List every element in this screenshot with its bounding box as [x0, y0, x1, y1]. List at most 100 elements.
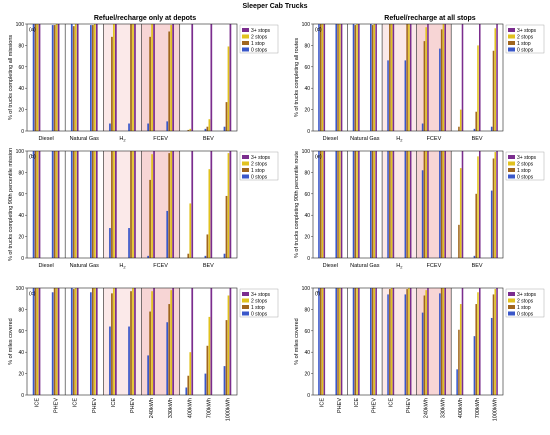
category-label: 700kWh: [475, 398, 481, 418]
category-label: 240kWh: [149, 398, 155, 418]
bar-1stop-3: [371, 151, 374, 258]
bar-0stops-3: [369, 288, 372, 395]
bar-2stops-6: [425, 290, 427, 395]
bar-1stop-7: [440, 29, 443, 132]
y-tick-label: 80: [304, 43, 310, 49]
legend-label: 2 stops: [517, 35, 534, 41]
y-tick-label: 60: [18, 192, 24, 198]
bar-0stops-4: [387, 60, 389, 131]
legend-swatch: [242, 34, 249, 39]
group-label: Diesel: [323, 263, 338, 269]
category-label: 1000kWh: [225, 398, 231, 421]
legend-swatch: [508, 34, 515, 39]
bar-0stops-3: [369, 151, 372, 258]
panel-frame: [312, 23, 504, 132]
y-tick-label: 100: [302, 149, 311, 155]
category-label: PHEV: [54, 398, 60, 413]
bar-1stop-3: [91, 25, 94, 131]
bar-1stop-10: [492, 50, 495, 131]
legend-label: 2 stops: [251, 35, 268, 41]
bar-1stop-0: [34, 24, 37, 131]
y-tick-label: 80: [18, 307, 24, 313]
bar-3stops-1: [57, 288, 60, 395]
bar-1stop-3: [371, 25, 374, 131]
bar-2stops-8: [459, 304, 462, 395]
y-tick-label: 20: [304, 108, 310, 114]
bar-2stops-0: [36, 151, 39, 258]
bar-3stops-3: [95, 24, 98, 131]
panel-a: 0 20 40 60 80 100 (a) % of trucks completing al…: [8, 22, 279, 143]
y-tick-label: 80: [18, 43, 24, 49]
y-axis-label: % of miles covered: [294, 318, 300, 364]
bar-2stops-7: [442, 288, 445, 395]
y-tick-label: 80: [18, 170, 24, 176]
bar-1stop-0: [319, 24, 322, 131]
y-tick-label: 40: [18, 350, 24, 356]
category-label: PHEV: [406, 398, 412, 413]
bar-2stops-7: [170, 25, 173, 131]
bar-0stops-5: [404, 294, 407, 395]
legend-label: 2 stops: [251, 162, 268, 168]
legend-swatch: [242, 292, 249, 296]
bar-2stops-8: [189, 352, 192, 395]
y-tick-label: 20: [18, 372, 24, 378]
y-tick-label: 60: [304, 65, 310, 71]
bar-1stop-6: [149, 36, 151, 132]
y-tick-label: 20: [304, 235, 310, 241]
bar-2stops-10: [227, 46, 230, 131]
legend-swatch: [508, 155, 515, 159]
bar-1stop-2: [72, 26, 75, 131]
bar-3stops-6: [427, 151, 429, 258]
legend-label: 0 stops: [517, 175, 534, 181]
bar-3stops-3: [95, 288, 98, 395]
bar-3stops-10: [229, 24, 232, 131]
legend-label: 1 stop: [251, 168, 265, 174]
bar-1stop-4: [111, 293, 113, 395]
bar-2stops-1: [339, 151, 341, 258]
bar-0stops-5: [128, 123, 130, 131]
legend-swatch: [242, 28, 249, 32]
bar-3stops-4: [392, 151, 395, 258]
bar-1stop-8: [458, 224, 460, 258]
bar-0stops-1: [51, 25, 54, 131]
bar-3stops-10: [229, 151, 232, 258]
bar-0stops-3: [89, 151, 92, 258]
bar-3stops-8: [191, 151, 194, 258]
panel-e: 0 20 40 60 80 100 (e) % of trucks completing 90…: [294, 149, 545, 270]
bar-0stops-1: [335, 151, 338, 258]
bar-0stops-9: [204, 128, 207, 131]
legend-swatch: [508, 41, 515, 45]
bar-3stops-0: [38, 288, 41, 395]
bar-2stops-2: [356, 151, 358, 258]
group-label: Natural Gas: [350, 136, 380, 142]
legend-swatch: [508, 168, 515, 172]
legend-label: 0 stops: [517, 48, 534, 54]
bar-2stops-4: [390, 288, 393, 395]
bar-2stops-10: [227, 153, 230, 258]
bar-3stops-6: [153, 288, 155, 395]
bar-3stops-5: [409, 24, 412, 131]
bar-0stops-9: [473, 128, 476, 131]
bar-0stops-2: [352, 288, 355, 395]
bar-3stops-5: [134, 24, 136, 131]
group-label: BEV: [472, 263, 483, 269]
legend-swatch: [242, 41, 249, 45]
legend-label: 1 stop: [251, 305, 265, 311]
bar-2stops-1: [55, 24, 58, 131]
bar-2stops-8: [189, 203, 192, 258]
y-tick-label: 0: [307, 129, 310, 135]
panel-label: (a): [29, 27, 36, 33]
bar-1stop-6: [423, 295, 426, 395]
bar-0stops-10: [490, 126, 493, 131]
legend-swatch: [508, 47, 515, 52]
bar-2stops-5: [408, 151, 410, 258]
bar-2stops-0: [321, 288, 324, 395]
bar-3stops-2: [76, 24, 79, 131]
bar-2stops-9: [208, 169, 211, 258]
bar-0stops-7: [166, 121, 169, 131]
panel-frame: [26, 23, 238, 132]
panel-b: 0 20 40 60 80 100 (b) % of trucks completing 90…: [8, 148, 279, 270]
bar-0stops-6: [421, 170, 424, 258]
bar-2stops-3: [93, 151, 96, 258]
legend-swatch: [242, 305, 249, 309]
